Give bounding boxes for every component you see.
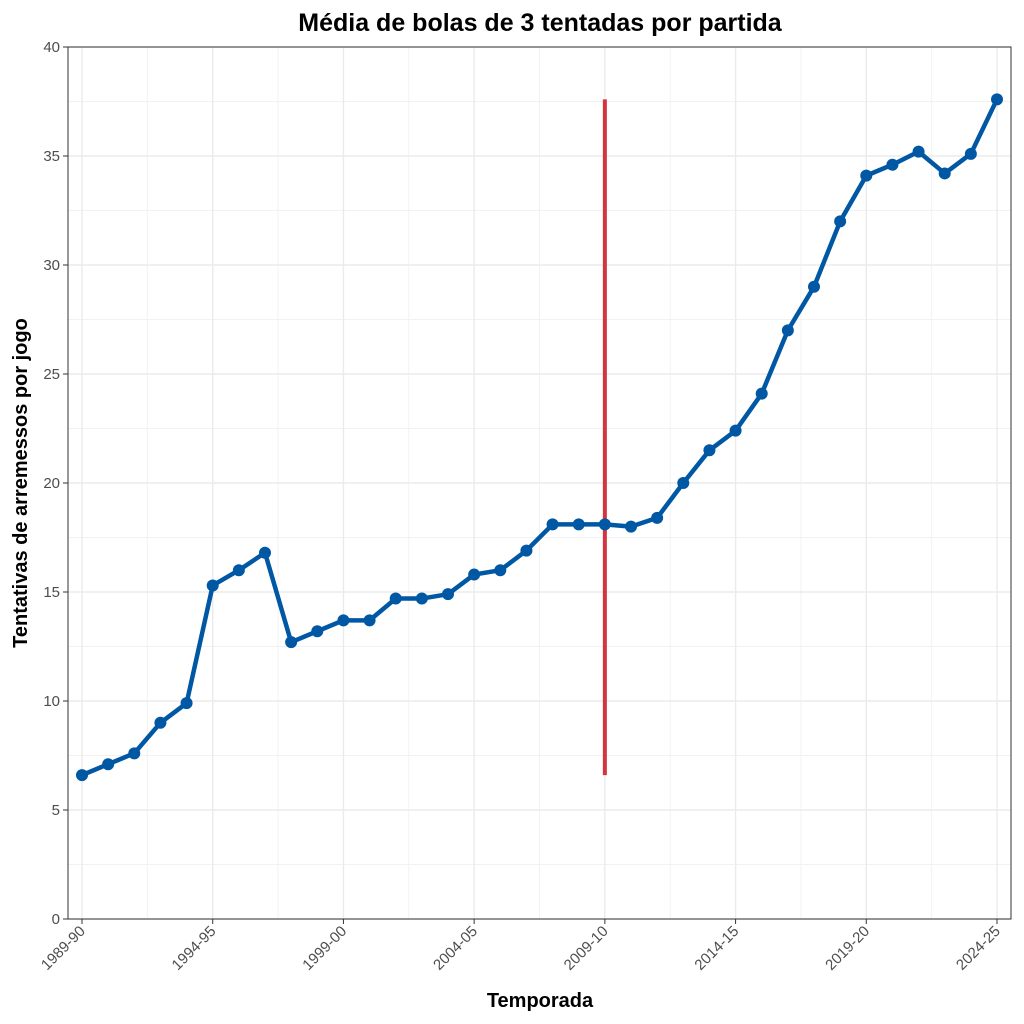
- data-point: [964, 147, 977, 160]
- x-tick-label: 2009-10: [561, 923, 612, 974]
- x-tick-label: 2019-20: [822, 923, 873, 974]
- data-point: [834, 215, 847, 228]
- data-point: [781, 324, 794, 337]
- data-point: [755, 387, 768, 400]
- y-axis-ticks: 0 5 10 15 20 25 30 35 40: [43, 39, 68, 928]
- x-axis-title: Temporada: [487, 990, 594, 1012]
- data-point: [572, 518, 585, 531]
- data-point: [651, 511, 664, 524]
- y-tick-label: 15: [43, 584, 60, 601]
- data-point: [860, 169, 873, 182]
- x-tick-label: 2024-25: [953, 923, 1004, 974]
- data-point: [442, 588, 454, 601]
- data-point: [232, 564, 245, 577]
- y-tick-label: 20: [43, 475, 60, 492]
- data-point: [285, 636, 298, 649]
- x-tick-label: 2004-05: [430, 923, 481, 974]
- data-point: [311, 625, 324, 638]
- data-point: [729, 424, 742, 437]
- data-point: [494, 564, 507, 577]
- data-point: [703, 444, 716, 457]
- data-point: [625, 520, 637, 533]
- y-tick-label: 35: [43, 148, 60, 165]
- y-tick-label: 0: [52, 911, 60, 928]
- x-tick-label: 1999-00: [299, 923, 350, 974]
- data-point: [468, 568, 481, 581]
- data-point: [912, 145, 925, 158]
- data-point: [154, 716, 167, 729]
- data-point: [598, 518, 611, 531]
- x-tick-label: 1989-90: [38, 923, 89, 974]
- x-axis-ticks: 1989-90 1994-95 1999-00 2004-05 2009-10 2014-…: [38, 919, 1004, 974]
- data-point: [389, 592, 402, 605]
- data-point: [363, 614, 376, 627]
- data-point: [991, 93, 1003, 106]
- y-tick-label: 10: [43, 693, 60, 710]
- y-axis-title: Tentativas de arremessos por jogo: [10, 318, 32, 648]
- data-point: [808, 280, 820, 293]
- x-tick-label: 1994-95: [169, 923, 220, 974]
- data-point: [415, 592, 428, 605]
- data-point: [938, 167, 951, 180]
- data-point: [520, 544, 533, 557]
- y-tick-label: 30: [43, 257, 60, 274]
- data-point: [128, 747, 141, 760]
- series-layer: [76, 93, 1003, 782]
- x-tick-label: 2014-15: [691, 923, 742, 974]
- data-point: [259, 546, 271, 559]
- data-point: [206, 579, 219, 592]
- data-point: [677, 477, 690, 489]
- y-tick-label: 40: [43, 39, 60, 56]
- data-point: [102, 758, 115, 771]
- data-point: [886, 158, 899, 171]
- y-tick-label: 5: [52, 802, 60, 819]
- chart-title: Média de bolas de 3 tentadas por partida: [298, 9, 783, 37]
- data-point: [546, 518, 559, 531]
- y-tick-label: 25: [43, 366, 60, 383]
- data-point: [337, 614, 350, 627]
- data-point: [180, 697, 193, 710]
- data-point: [76, 769, 88, 782]
